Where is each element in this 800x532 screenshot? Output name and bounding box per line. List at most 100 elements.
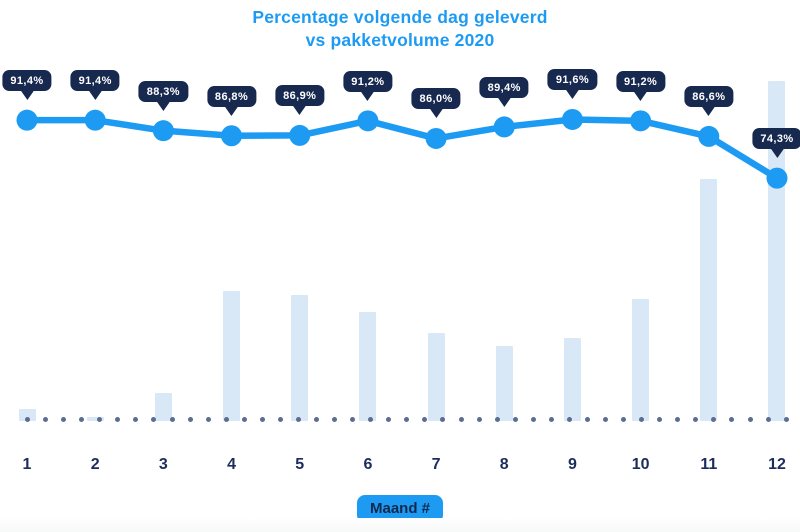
baseline-dot [43, 416, 49, 422]
volume-bar [632, 299, 650, 421]
x-axis-tick-label: 7 [431, 456, 441, 473]
chart-title: Percentage volgende dag geleverd vs pakk… [0, 6, 800, 52]
baseline-dot [205, 416, 211, 422]
baseline-dot [458, 416, 464, 422]
line-point-marker [766, 167, 788, 189]
line-point-marker [152, 120, 174, 142]
baseline-dot [747, 416, 753, 422]
baseline-dot [440, 416, 446, 422]
baseline-dot [548, 416, 554, 422]
volume-bar [154, 393, 172, 421]
percentage-line [23, 116, 781, 182]
data-label-tooltip: 91,2% [616, 70, 666, 92]
data-label-tooltip: 86,0% [411, 88, 461, 110]
baseline-dot [350, 416, 356, 422]
baseline-dot [169, 416, 175, 422]
baseline-dot [404, 416, 410, 422]
volume-bar [359, 312, 377, 421]
baseline-dot [783, 416, 789, 422]
line-point-marker [357, 110, 379, 132]
dotted-baseline [25, 416, 789, 422]
baseline-dot [79, 416, 85, 422]
x-axis-tick-label: 6 [363, 456, 373, 473]
data-label-tooltip: 88,3% [138, 80, 188, 102]
data-label-tooltip: 89,4% [479, 76, 529, 98]
baseline-dot [729, 416, 735, 422]
baseline-dot [133, 416, 139, 422]
line-point-marker [425, 127, 447, 149]
line-point-marker [16, 109, 38, 131]
baseline-dot [566, 416, 572, 422]
baseline-dot [25, 416, 30, 422]
volume-bar [768, 81, 786, 421]
baseline-dot [657, 416, 663, 422]
baseline-dot [476, 416, 482, 422]
x-axis-tick-label: 4 [227, 456, 236, 473]
baseline-dot [368, 416, 374, 422]
data-label-tooltip: 86,9% [275, 85, 325, 107]
data-label-tooltip: 86,8% [206, 85, 257, 107]
baseline-dot [61, 416, 67, 422]
baseline-dot [512, 416, 518, 422]
x-axis-tick-label: 3 [158, 456, 168, 473]
data-label-tooltip: 91,6% [547, 69, 598, 91]
data-label-tooltip: 91,2% [343, 70, 393, 92]
baseline-dot [97, 416, 103, 422]
line-point-marker [289, 124, 311, 146]
baseline-dot [187, 416, 193, 422]
baseline-dot [584, 416, 590, 422]
x-axis-tick-label: 5 [295, 456, 305, 473]
volume-bar [563, 338, 581, 421]
x-axis-title-badge: Maand # [356, 495, 444, 523]
x-axis-tick-label: 12 [768, 456, 786, 473]
baseline-dot [765, 416, 771, 422]
volume-bar [495, 346, 513, 421]
x-axis-title-text: Maand # [369, 500, 431, 517]
volume-bar [427, 333, 445, 421]
baseline-dot [675, 416, 681, 422]
baseline-dot [314, 416, 319, 422]
volume-bar [223, 291, 241, 421]
baseline-dot [295, 416, 301, 422]
line-point-marker [698, 125, 720, 147]
baseline-dot [332, 416, 338, 422]
data-label-tooltip: 91,4% [2, 70, 52, 92]
baseline-dot [115, 416, 121, 422]
baseline-dot [639, 416, 645, 422]
volume-bar [291, 295, 309, 421]
line-point-marker [84, 109, 106, 131]
baseline-dot [259, 416, 265, 422]
x-axis-tick-label: 10 [631, 456, 650, 473]
chart-title-line1: Percentage volgende dag geleverd [252, 7, 548, 27]
x-axis-tick-label: 9 [567, 456, 577, 473]
line-point-marker [493, 116, 515, 138]
volume-bar [700, 179, 718, 421]
x-axis-tick-label: 11 [700, 456, 718, 473]
baseline-dot [494, 416, 500, 422]
data-label-tooltip: 91,4% [70, 70, 120, 92]
baseline-dot [241, 416, 247, 422]
x-axis-tick-label: 1 [22, 456, 32, 473]
volume-bar [18, 409, 36, 421]
line-point-marker [561, 108, 583, 130]
baseline-dot [530, 416, 536, 422]
baseline-dot [711, 416, 717, 422]
data-label-tooltip: 86,6% [684, 86, 734, 108]
baseline-dot [277, 416, 283, 422]
baseline-dot [422, 416, 428, 422]
baseline-dot [151, 416, 157, 422]
x-axis-tick-label: 2 [90, 456, 100, 473]
x-axis-tick-label: 8 [499, 456, 509, 473]
chart-title-line2: vs pakketvolume 2020 [305, 30, 495, 50]
baseline-dot [693, 416, 699, 422]
baseline-dot [386, 416, 392, 422]
volume-bar [86, 417, 104, 421]
data-label-tooltip: 74,3% [752, 128, 800, 150]
baseline-dot [621, 416, 627, 422]
baseline-dot [603, 416, 608, 422]
baseline-dot [223, 416, 229, 422]
line-point-marker [630, 110, 652, 132]
